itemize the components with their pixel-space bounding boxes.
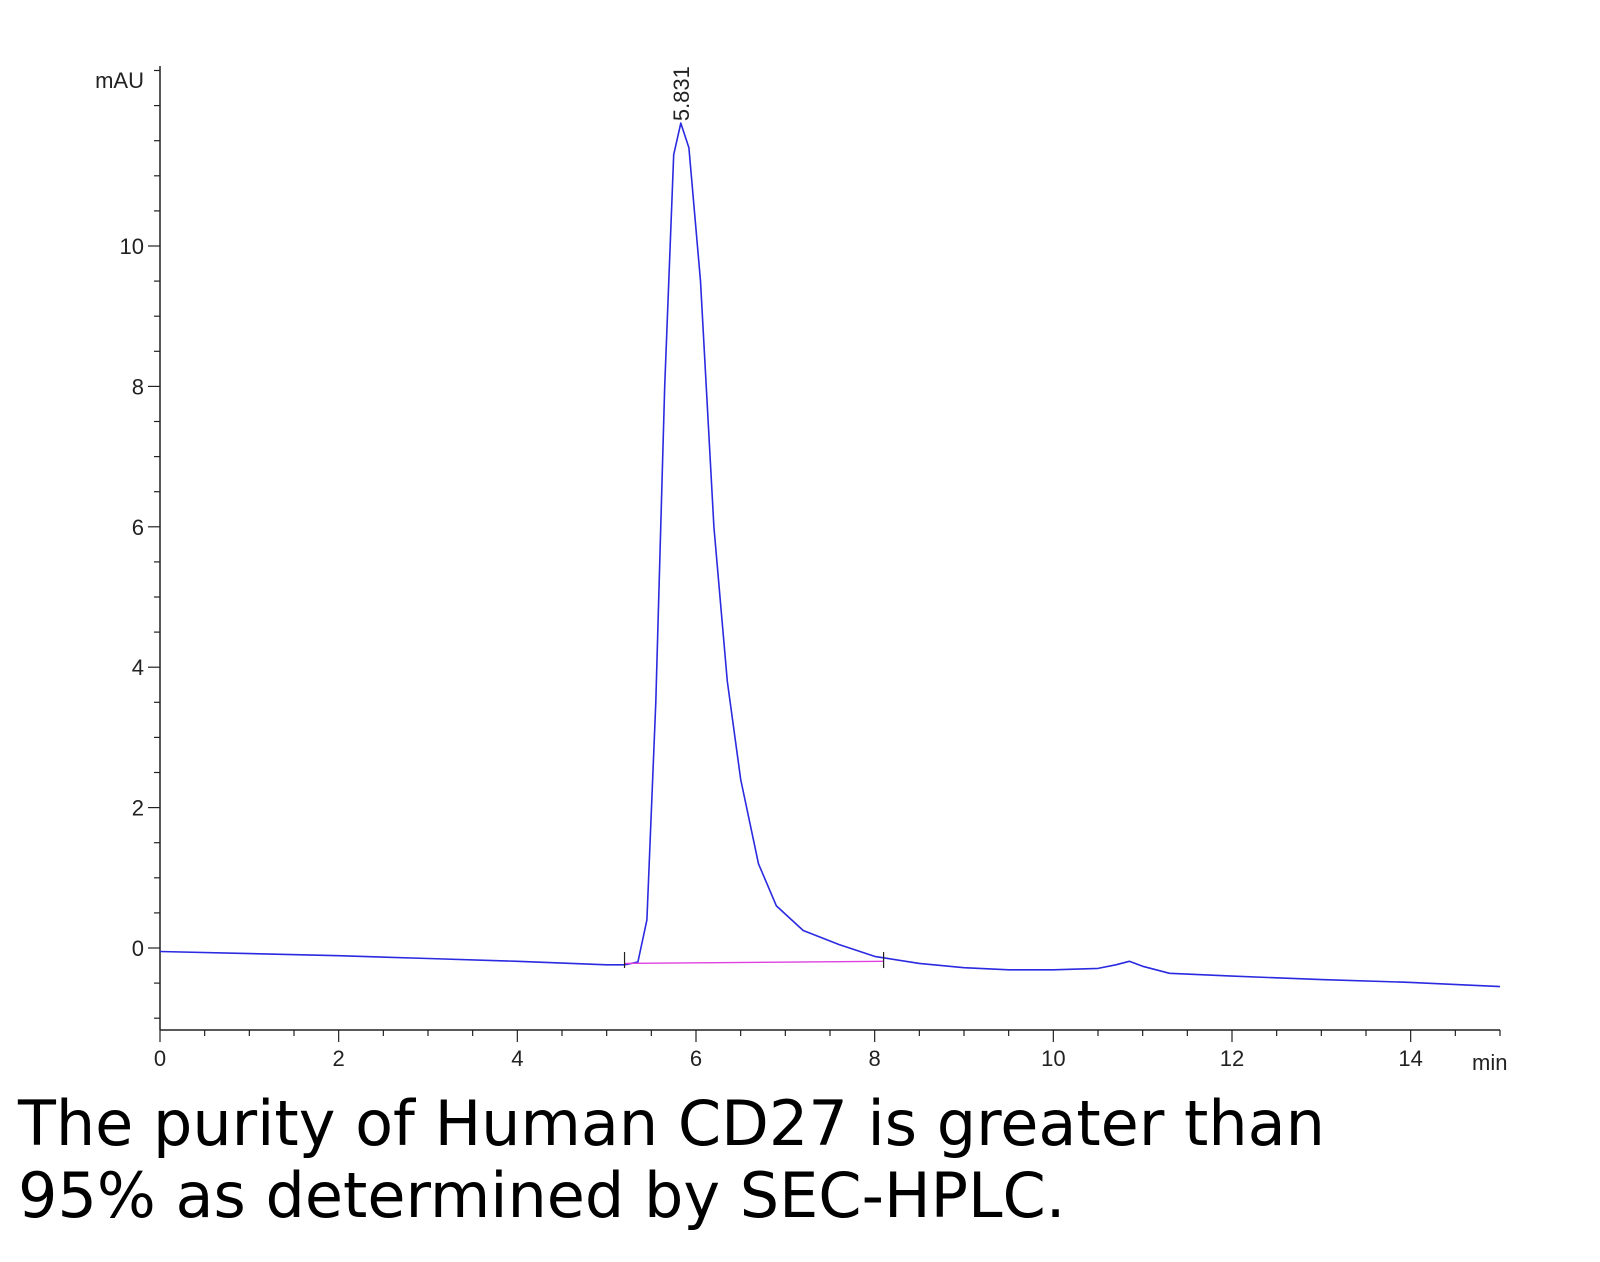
signal-trace — [159, 122, 1501, 988]
caption-line-2: 95% as determined by SEC-HPLC. — [18, 1159, 1066, 1232]
y-tick-label: 0 — [132, 936, 144, 961]
chart-labels: 0 2 4 6 8 10 0 2 4 6 8 10 12 14 mAU min 5.831 — [95, 66, 1507, 1075]
x-tick-label: 4 — [511, 1046, 523, 1071]
caption: The purity of Human CD27 is greater than… — [18, 1088, 1518, 1232]
y-tick-label: 10 — [120, 234, 144, 259]
chart-ticks — [148, 69, 1501, 1042]
y-tick-label: 4 — [132, 655, 144, 680]
chart-axes — [159, 66, 1500, 1031]
x-tick-label: 2 — [333, 1046, 345, 1071]
y-unit-label: mAU — [95, 68, 144, 93]
x-unit-label: min — [1472, 1050, 1507, 1075]
y-tick-label: 2 — [132, 796, 144, 821]
peak-label: 5.831 — [669, 66, 694, 121]
chart-series — [159, 122, 1501, 988]
chromatogram-chart: 0 2 4 6 8 10 0 2 4 6 8 10 12 14 mAU min 5.831 — [95, 66, 1507, 1075]
x-tick-label: 10 — [1041, 1046, 1065, 1071]
y-tick-label: 6 — [132, 515, 144, 540]
x-tick-label: 0 — [154, 1046, 166, 1071]
y-tick-label: 8 — [132, 374, 144, 399]
baseline-trace — [624, 960, 884, 965]
x-tick-label: 14 — [1398, 1046, 1422, 1071]
x-tick-label: 12 — [1220, 1046, 1244, 1071]
x-tick-label: 8 — [869, 1046, 881, 1071]
x-tick-label: 6 — [690, 1046, 702, 1071]
caption-line-1: The purity of Human CD27 is greater than — [18, 1087, 1325, 1160]
